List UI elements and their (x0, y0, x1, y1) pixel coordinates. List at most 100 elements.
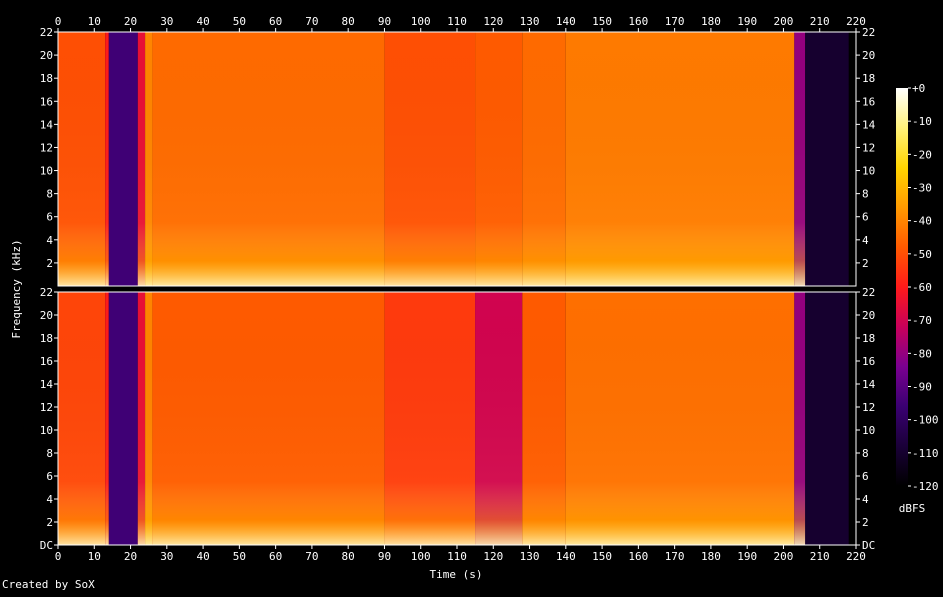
y-tick-label-right: 10 (862, 165, 875, 178)
x-tick-label-top: 90 (378, 15, 391, 28)
colorbar-tick-label: -120 (912, 480, 939, 493)
x-tick-label-bottom: 40 (196, 550, 209, 563)
spectrogram-segment (805, 292, 849, 545)
x-tick-label-bottom: 210 (810, 550, 830, 563)
y-tick-label-left: 12 (40, 141, 53, 154)
y-tick-label-left: 4 (46, 234, 53, 247)
x-tick-label-bottom: 90 (378, 550, 391, 563)
x-tick-label-bottom: 190 (737, 550, 757, 563)
y-tick-label-left: 6 (46, 211, 53, 224)
x-tick-label-bottom: 100 (411, 550, 431, 563)
y-tick-label-right: 6 (862, 470, 869, 483)
colorbar-tick-label: -90 (912, 381, 932, 394)
y-tick-label-left: 16 (40, 95, 53, 108)
y-tick-label-right: 14 (862, 378, 876, 391)
x-tick-label-bottom: 70 (305, 550, 318, 563)
x-tick-label-top: 170 (665, 15, 685, 28)
x-tick-label-bottom: 220 (846, 550, 866, 563)
y-tick-label-right: 2 (862, 516, 869, 529)
y-tick-label-right: 20 (862, 309, 875, 322)
x-tick-label-top: 180 (701, 15, 721, 28)
x-tick-label-bottom: 20 (124, 550, 137, 563)
x-tick-label-bottom: 170 (665, 550, 685, 563)
colorbar: +0 -10 -20 -30 -40 -50 -60 -70 -80 -90 -100 -110 -12… (896, 82, 939, 493)
low-frequency-energy (565, 292, 795, 545)
colorbar-tick-label: -80 (912, 347, 932, 360)
y-tick-label-left: 8 (46, 188, 53, 201)
low-frequency-energy (384, 292, 476, 545)
y-tick-label-right: 2 (862, 257, 869, 270)
x-tick-label-bottom: 140 (556, 550, 576, 563)
y-tick-label-right: 12 (862, 141, 875, 154)
spectrogram-segment (108, 32, 138, 286)
y-tick-label-left: 8 (46, 447, 53, 460)
low-frequency-energy (565, 32, 795, 286)
colorbar-gradient (896, 88, 908, 486)
x-tick-label-top: 120 (483, 15, 503, 28)
x-tick-label-top: 30 (160, 15, 173, 28)
x-tick-label-bottom: 130 (520, 550, 540, 563)
low-frequency-energy (475, 292, 523, 545)
y-tick-label-left: 20 (40, 49, 53, 62)
channel-1-spectrogram (57, 31, 857, 287)
colorbar-tick-label: +0 (912, 82, 925, 95)
low-frequency-energy (58, 292, 106, 545)
y-tick-label-left: 2 (46, 257, 53, 270)
y-tick-label-right: 22 (862, 286, 875, 299)
low-frequency-energy (145, 32, 153, 286)
x-tick-label-top: 200 (774, 15, 794, 28)
x-tick-label-top: 10 (88, 15, 101, 28)
y-tick-label-right: 4 (862, 493, 869, 506)
x-tick-label-bottom: 80 (342, 550, 355, 563)
x-tick-label-top: 70 (305, 15, 318, 28)
colorbar-tick-label: -50 (912, 248, 932, 261)
y-tick-label-left: DC (40, 539, 53, 552)
low-frequency-energy (152, 32, 385, 286)
x-tick-label-top: 110 (447, 15, 467, 28)
x-tick-label-top: 140 (556, 15, 576, 28)
y-tick-label-right: 12 (862, 401, 875, 414)
x-tick-label-top: 50 (233, 15, 246, 28)
y-tick-label-left: 10 (40, 424, 53, 437)
x-axis-label: Time (s) (430, 568, 483, 581)
x-tick-label-bottom: 110 (447, 550, 467, 563)
y-tick-label-left: 16 (40, 355, 53, 368)
y-tick-label-right: 14 (862, 118, 876, 131)
y-tick-label-left: 6 (46, 470, 53, 483)
low-frequency-energy (105, 292, 109, 545)
x-tick-label-bottom: 50 (233, 550, 246, 563)
low-frequency-energy (522, 292, 566, 545)
colorbar-tick-label: -110 (912, 447, 939, 460)
y-tick-label-left: 22 (40, 26, 53, 39)
y-tick-label-left: 10 (40, 165, 53, 178)
x-tick-label-top: 150 (592, 15, 612, 28)
x-tick-label-top: 210 (810, 15, 830, 28)
x-tick-label-top: 100 (411, 15, 431, 28)
x-tick-label-top: 80 (342, 15, 355, 28)
low-frequency-energy (137, 32, 146, 286)
y-tick-label-left: 20 (40, 309, 53, 322)
y-tick-label-left: 14 (40, 378, 54, 391)
y-tick-label-left: 12 (40, 401, 53, 414)
x-tick-label-bottom: 0 (55, 550, 62, 563)
y-tick-label-right: 16 (862, 95, 875, 108)
x-tick-label-top: 160 (628, 15, 648, 28)
y-tick-label-right: 4 (862, 234, 869, 247)
x-tick-label-top: 190 (737, 15, 757, 28)
low-frequency-energy (794, 292, 806, 545)
y-tick-label-left: 22 (40, 286, 53, 299)
y-tick-label-right: 22 (862, 26, 875, 39)
y-tick-label-right: 8 (862, 447, 869, 460)
colorbar-tick-label: -30 (912, 182, 932, 195)
x-tick-label-top: 20 (124, 15, 137, 28)
y-tick-label-right: 8 (862, 188, 869, 201)
colorbar-tick-label: -100 (912, 414, 939, 427)
low-frequency-energy (58, 32, 106, 286)
x-tick-label-top: 40 (196, 15, 209, 28)
colorbar-tick-label: -70 (912, 314, 932, 327)
colorbar-tick-label: -10 (912, 115, 932, 128)
y-tick-label-right: 10 (862, 424, 875, 437)
y-tick-label-right: 6 (862, 211, 869, 224)
y-tick-label-left: 18 (40, 72, 53, 85)
